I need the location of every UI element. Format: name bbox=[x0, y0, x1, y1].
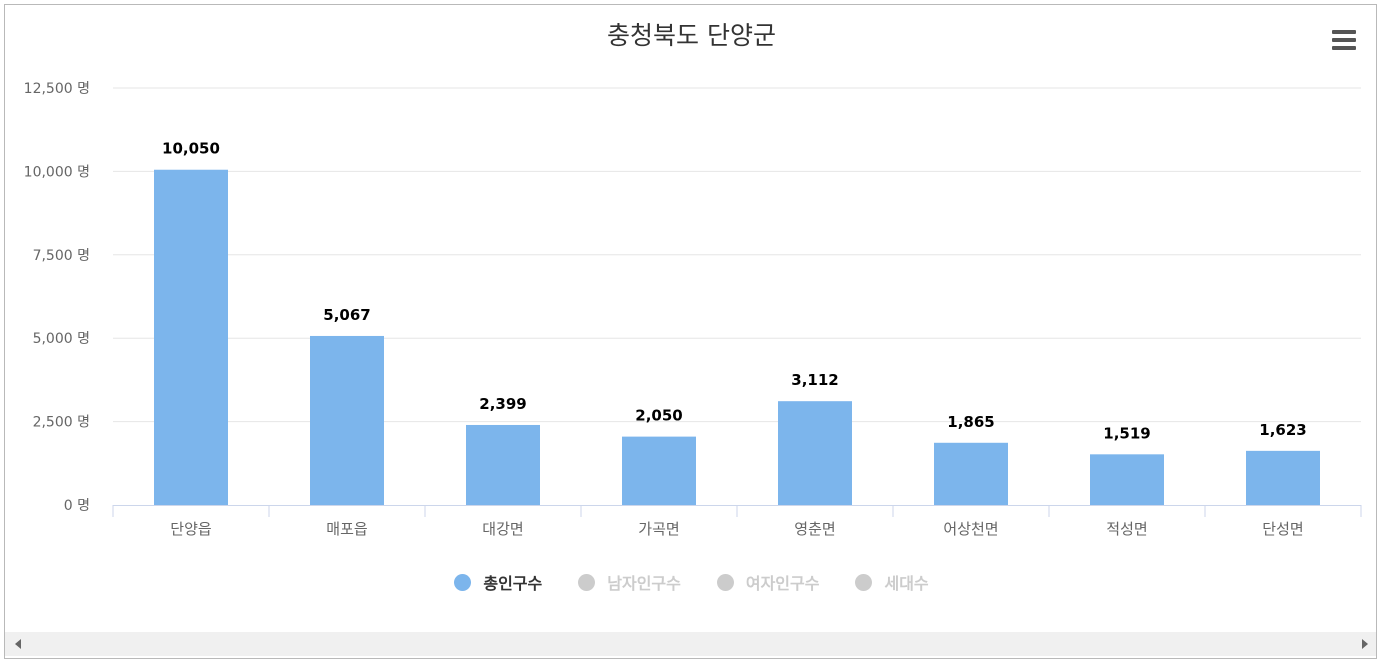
x-tick-label: 매포읍 bbox=[326, 520, 367, 538]
legend-item[interactable]: 여자인구수 bbox=[716, 570, 820, 594]
y-tick-label: 7,500 명 bbox=[33, 248, 90, 264]
bar bbox=[622, 436, 696, 505]
x-tick-label: 어상천면 bbox=[943, 520, 998, 538]
data-label: 1,865 bbox=[947, 413, 994, 431]
bar bbox=[1246, 450, 1320, 505]
x-tick-label: 영춘면 bbox=[794, 520, 835, 538]
legend-label: 총인구수 bbox=[483, 574, 543, 593]
data-label: 3,112 bbox=[791, 371, 838, 389]
data-label: 5,067 bbox=[323, 306, 370, 324]
bar-chart: 0 명 2,500 명 5,000 명 7,500 명 10,000 명 12,500 명… bbox=[24, 81, 1362, 538]
x-tick-label: 적성면 bbox=[1106, 520, 1147, 538]
y-tick-label: 5,000 명 bbox=[33, 331, 90, 347]
legend-item[interactable]: 총인구수 bbox=[454, 570, 542, 594]
horizontal-scrollbar[interactable] bbox=[5, 632, 1376, 656]
chart-legend: 총인구수 남자인구수 여자인구수 세대수 bbox=[0, 570, 1383, 594]
data-label: 1,519 bbox=[1103, 424, 1150, 442]
legend-label: 세대수 bbox=[884, 574, 929, 593]
bar bbox=[154, 169, 228, 505]
chart-title: 충청북도 단양군 bbox=[607, 21, 776, 50]
bar bbox=[1090, 454, 1164, 505]
legend-label: 남자인구수 bbox=[607, 574, 681, 593]
x-tick-label: 가곡면 bbox=[638, 520, 679, 538]
data-label: 2,050 bbox=[635, 407, 682, 425]
legend-item[interactable]: 남자인구수 bbox=[578, 570, 681, 594]
data-label: 2,399 bbox=[479, 395, 526, 413]
legend-symbol bbox=[578, 573, 596, 591]
arrow-left-icon[interactable] bbox=[15, 639, 21, 649]
legend-symbol bbox=[454, 573, 472, 591]
bar bbox=[466, 424, 540, 505]
legend-symbol bbox=[855, 573, 873, 591]
y-tick-label: 0 명 bbox=[64, 498, 90, 514]
legend-item[interactable]: 세대수 bbox=[855, 570, 929, 594]
x-tick-label: 단성면 bbox=[1262, 520, 1303, 538]
arrow-right-icon[interactable] bbox=[1362, 639, 1368, 649]
x-tick-label: 단양읍 bbox=[170, 520, 211, 538]
bar bbox=[934, 442, 1008, 505]
bar bbox=[778, 401, 852, 505]
y-tick-label: 12,500 명 bbox=[24, 81, 90, 97]
hamburger-menu-icon[interactable] bbox=[1330, 29, 1358, 51]
y-tick-label: 10,000 명 bbox=[24, 164, 90, 180]
y-tick-label: 2,500 명 bbox=[33, 415, 90, 431]
x-tick-label: 대강면 bbox=[482, 520, 523, 538]
legend-label: 여자인구수 bbox=[745, 574, 820, 593]
chart-container bbox=[4, 4, 1377, 659]
data-label: 10,050 bbox=[162, 140, 220, 158]
bar bbox=[310, 335, 384, 505]
data-label: 1,623 bbox=[1259, 421, 1306, 439]
legend-symbol bbox=[716, 573, 734, 591]
